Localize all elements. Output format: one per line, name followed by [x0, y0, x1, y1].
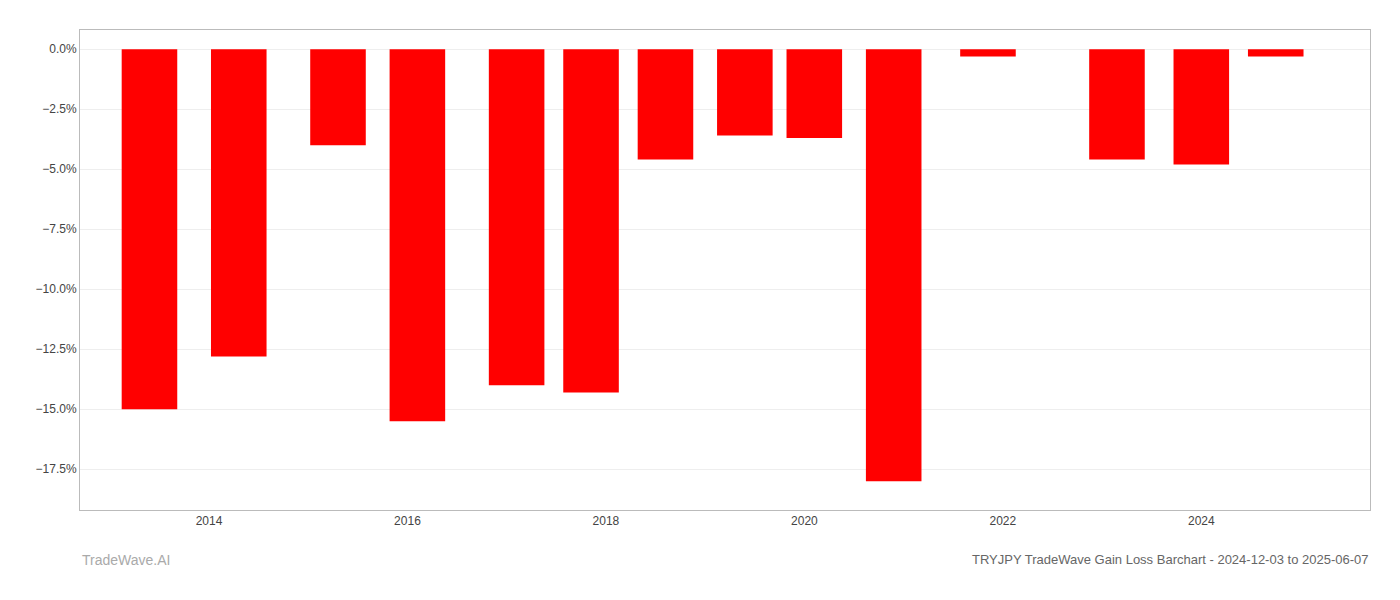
svg-text:−15.0%: −15.0% [36, 402, 77, 416]
svg-text:TradeWave.AI: TradeWave.AI [82, 552, 170, 568]
svg-text:−17.5%: −17.5% [36, 462, 77, 476]
svg-text:−2.5%: −2.5% [42, 102, 77, 116]
svg-text:0.0%: 0.0% [49, 42, 77, 56]
svg-text:2014: 2014 [196, 514, 223, 528]
svg-text:−10.0%: −10.0% [36, 282, 77, 296]
svg-text:2022: 2022 [989, 514, 1016, 528]
svg-text:2024: 2024 [1188, 514, 1215, 528]
svg-text:2018: 2018 [593, 514, 620, 528]
svg-text:−5.0%: −5.0% [42, 162, 77, 176]
svg-text:−12.5%: −12.5% [36, 342, 77, 356]
svg-text:−7.5%: −7.5% [42, 222, 77, 236]
svg-text:2016: 2016 [394, 514, 421, 528]
svg-text:TRYJPY TradeWave Gain Loss Bar: TRYJPY TradeWave Gain Loss Barchart - 20… [972, 552, 1368, 567]
svg-text:2020: 2020 [791, 514, 818, 528]
